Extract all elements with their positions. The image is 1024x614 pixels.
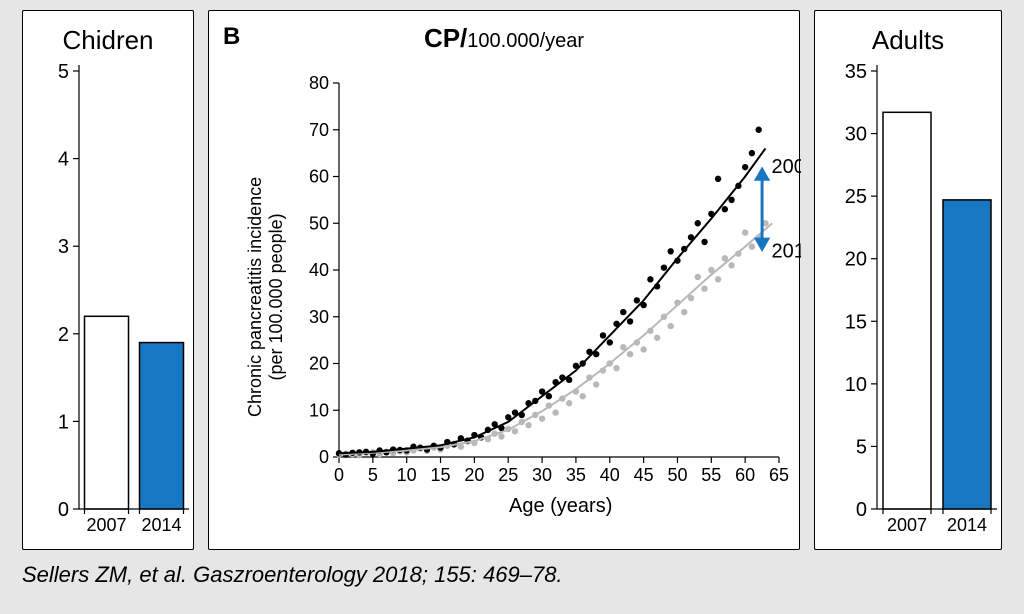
svg-text:2007: 2007 (86, 515, 126, 535)
svg-text:1: 1 (58, 411, 69, 433)
svg-text:2: 2 (58, 324, 69, 346)
svg-text:20: 20 (845, 249, 867, 271)
svg-text:20: 20 (309, 354, 329, 374)
svg-text:45: 45 (634, 465, 654, 485)
svg-text:0: 0 (334, 465, 344, 485)
svg-text:5: 5 (368, 465, 378, 485)
svg-text:35: 35 (845, 61, 867, 83)
svg-text:3: 3 (58, 236, 69, 258)
center-scatter-chart: 0 10 20 30 40 50 60 70 80 0 5 10 15 20 25 30 35 40 45 50 55 6… (209, 11, 801, 551)
svg-text:40: 40 (309, 260, 329, 280)
svg-text:50: 50 (667, 465, 687, 485)
svg-text:10: 10 (845, 374, 867, 396)
svg-text:30: 30 (532, 465, 552, 485)
adults-bar-chart: 0 5 10 15 20 25 30 35 2007 2014 (815, 11, 1003, 551)
svg-text:25: 25 (845, 186, 867, 208)
svg-text:10: 10 (309, 400, 329, 420)
svg-text:2007: 2007 (771, 156, 801, 178)
svg-text:35: 35 (566, 465, 586, 485)
svg-text:2014: 2014 (771, 240, 801, 262)
svg-text:50: 50 (309, 213, 329, 233)
citation-text: Sellers ZM, et al. Gaszroenterology 2018… (22, 562, 563, 588)
svg-text:2014: 2014 (141, 515, 181, 535)
svg-text:60: 60 (735, 465, 755, 485)
children-bar-chart: 0 1 2 3 4 5 2007 2014 (23, 11, 195, 551)
panel-adults: Adults 0510152025303520072014 (814, 10, 1002, 550)
svg-text:20: 20 (464, 465, 484, 485)
svg-text:15: 15 (845, 311, 867, 333)
svg-text:55: 55 (701, 465, 721, 485)
svg-text:40: 40 (600, 465, 620, 485)
svg-text:5: 5 (856, 436, 867, 458)
svg-text:4: 4 (58, 149, 69, 171)
svg-text:30: 30 (845, 124, 867, 146)
svg-text:2007: 2007 (887, 515, 927, 535)
panel-center: B CP/100.000/year Chronic pancreatitis i… (208, 10, 800, 550)
svg-text:25: 25 (498, 465, 518, 485)
svg-text:65: 65 (769, 465, 789, 485)
svg-text:5: 5 (58, 61, 69, 83)
figure-canvas: Chidren 01234520072014 B CP/100.000/year… (0, 0, 1024, 614)
svg-text:0: 0 (58, 499, 69, 521)
svg-text:10: 10 (397, 465, 417, 485)
svg-text:80: 80 (309, 73, 329, 93)
svg-text:30: 30 (309, 307, 329, 327)
svg-text:0: 0 (856, 499, 867, 521)
panel-children: Chidren 01234520072014 (22, 10, 194, 550)
svg-text:70: 70 (309, 120, 329, 140)
svg-text:2014: 2014 (947, 515, 987, 535)
svg-text:0: 0 (319, 447, 329, 467)
svg-text:60: 60 (309, 167, 329, 187)
svg-text:15: 15 (431, 465, 451, 485)
